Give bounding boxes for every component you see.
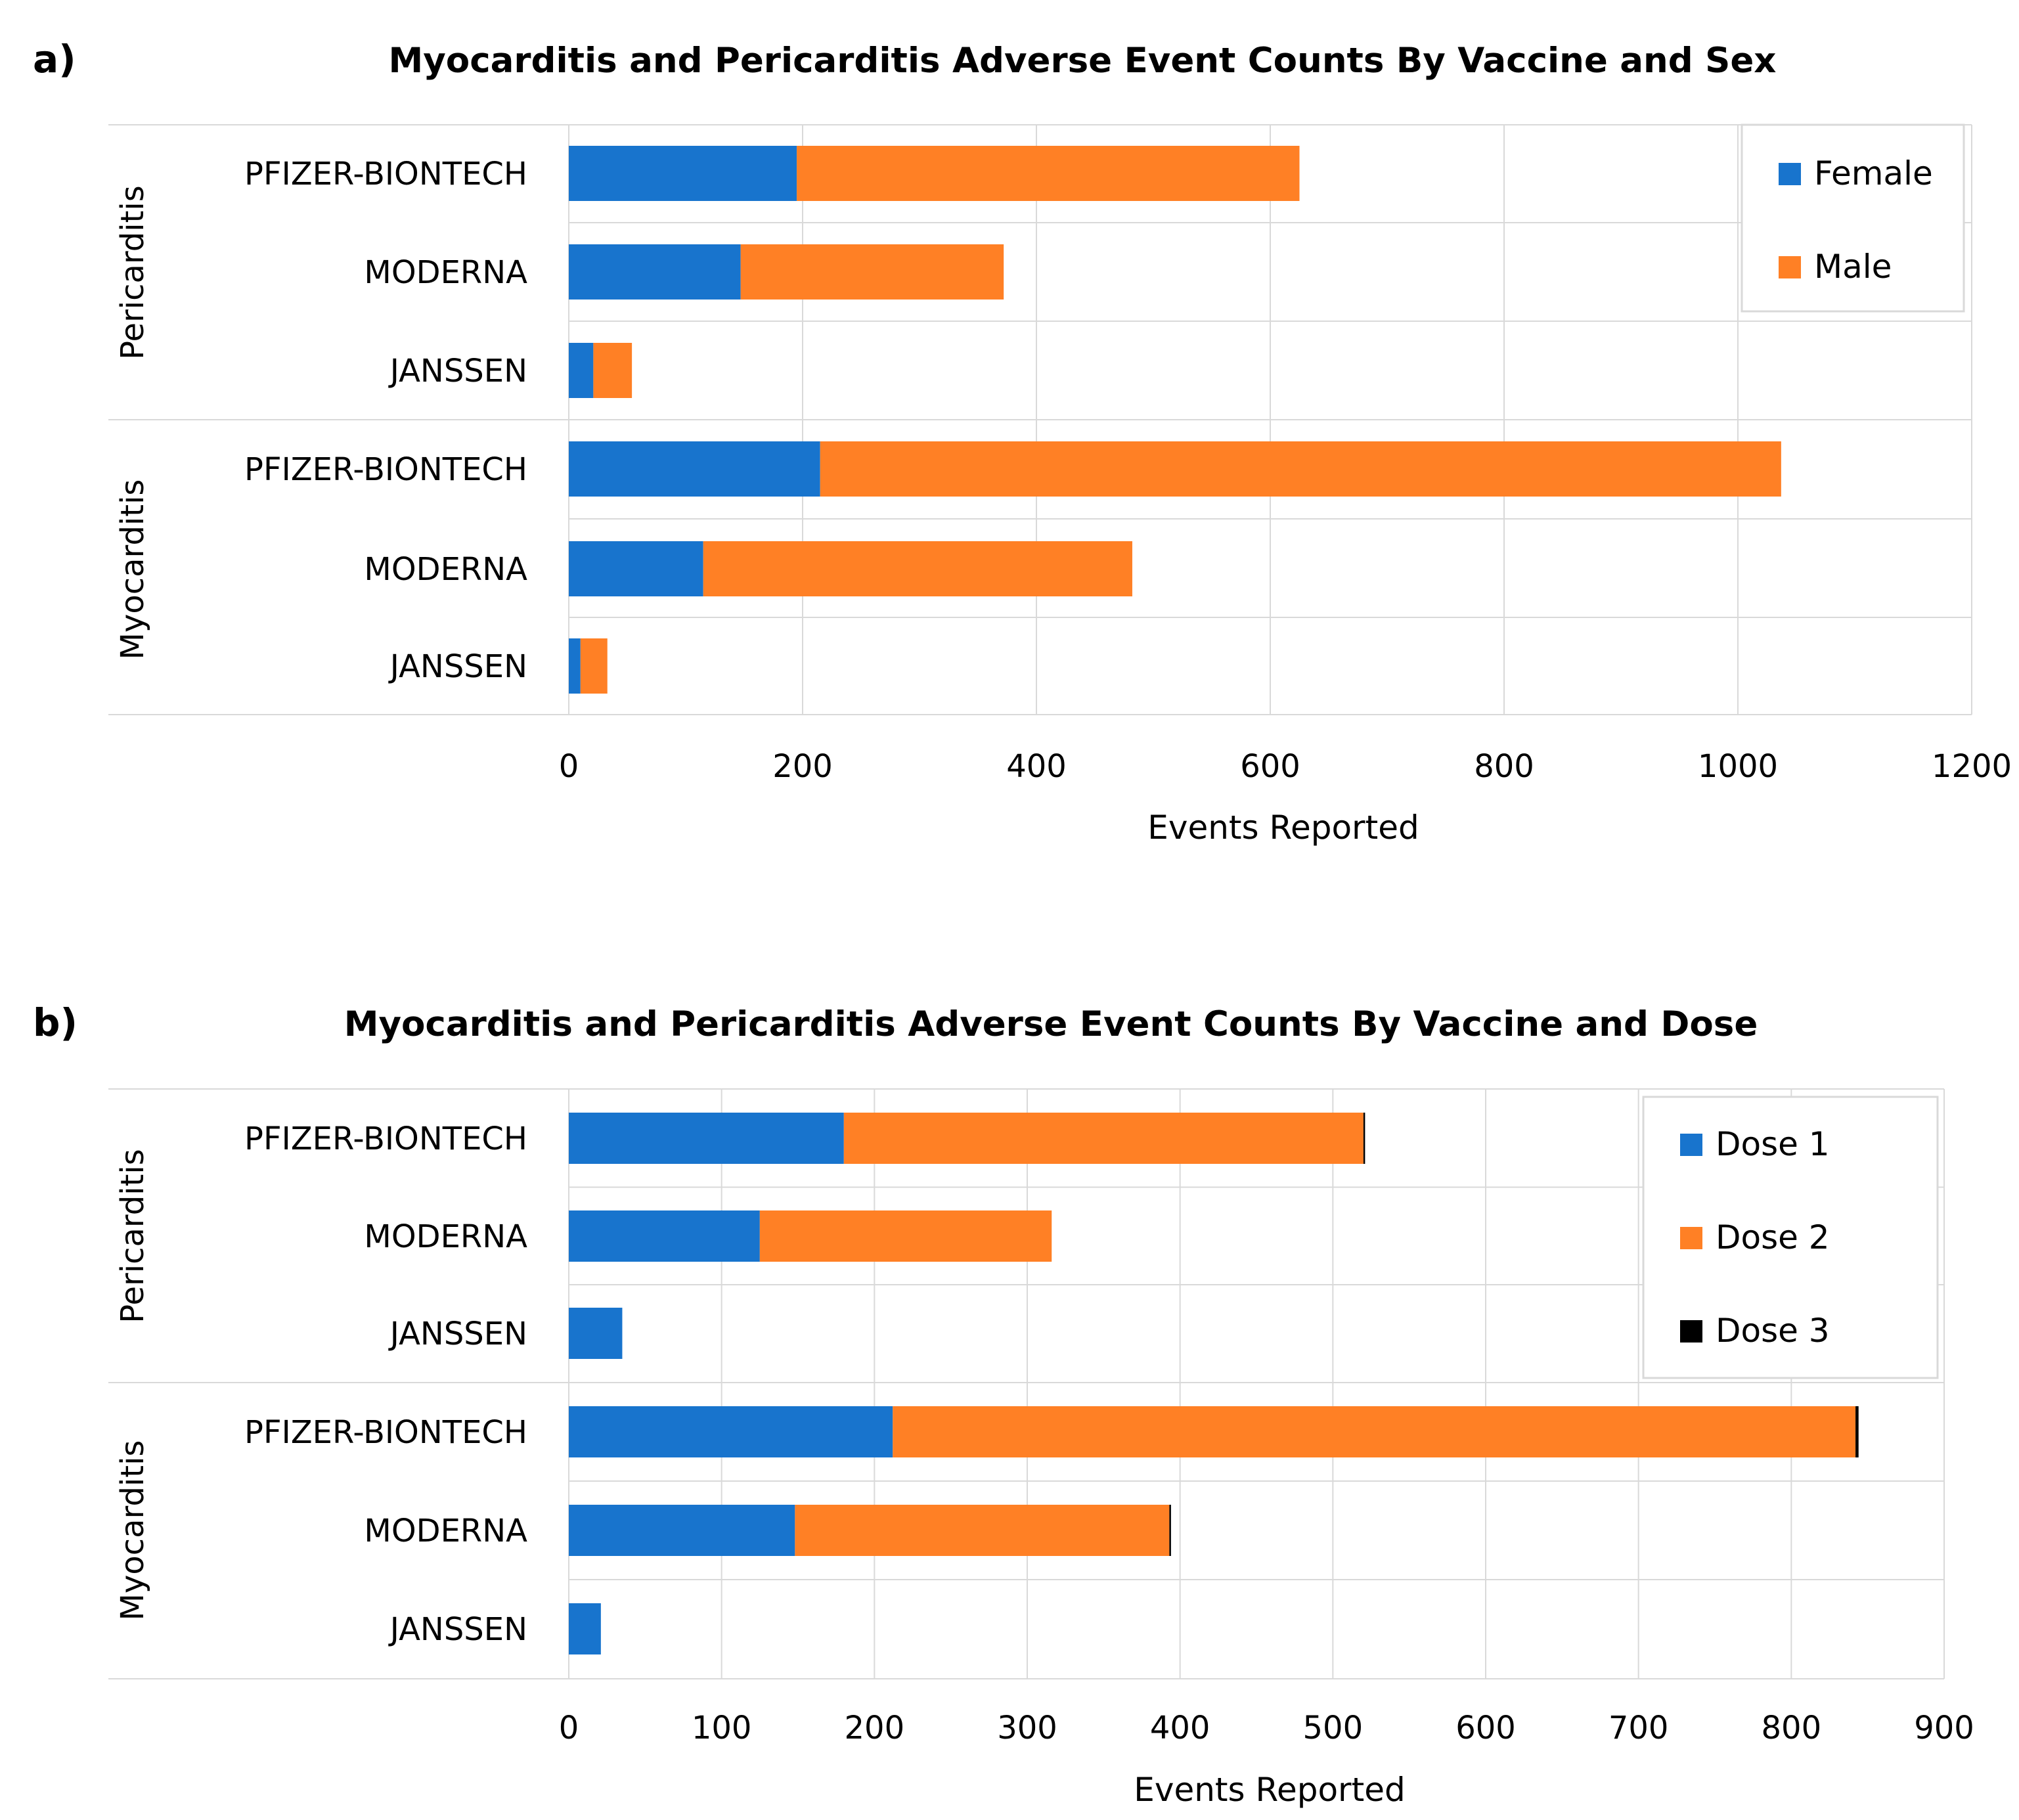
- category-label: MODERNA: [364, 551, 527, 588]
- x-tick-label: 800: [1474, 748, 1534, 785]
- bar-dose-3: [1169, 1505, 1171, 1556]
- legend-label: Male: [1814, 248, 1892, 286]
- legend-label: Dose 1: [1716, 1125, 1830, 1163]
- bar-dose-2: [759, 1210, 1052, 1262]
- bar-male: [593, 343, 632, 398]
- category-label: PFIZER-BIONTECH: [244, 156, 527, 192]
- x-tick-label: 700: [1609, 1710, 1669, 1746]
- chart-panel-b: b) Myocarditis and Pericarditis Adverse E…: [33, 1000, 1974, 1809]
- group-label: Myocarditis: [114, 1440, 151, 1621]
- group-label: Pericarditis: [114, 1149, 151, 1323]
- category-label: JANSSEN: [388, 1316, 527, 1352]
- panel-label: b): [33, 1000, 78, 1045]
- bar-dose-1: [569, 1505, 795, 1556]
- x-tick-label: 800: [1762, 1710, 1822, 1746]
- x-tick-label: 1200: [1932, 748, 2012, 785]
- bar-male: [580, 638, 608, 694]
- x-tick-label: 900: [1914, 1710, 1974, 1746]
- legend-swatch: [1680, 1134, 1702, 1156]
- x-tick-label: 200: [772, 748, 833, 785]
- bar-dose-1: [569, 1603, 601, 1654]
- bar-dose-1: [569, 1113, 844, 1164]
- legend-label: Female: [1814, 154, 1933, 192]
- category-label: MODERNA: [364, 1218, 527, 1255]
- bar-dose-2: [795, 1505, 1170, 1556]
- x-tick-label: 200: [845, 1710, 905, 1746]
- bar-dose-1: [569, 1210, 760, 1262]
- panel-label: a): [33, 37, 76, 81]
- legend-swatch: [1779, 256, 1801, 278]
- group-label: Pericarditis: [114, 185, 151, 360]
- x-tick-label: 100: [692, 1710, 752, 1746]
- bar-male: [703, 541, 1132, 596]
- chart-panel-a: a) Myocarditis and Pericarditis Adverse E…: [33, 37, 2012, 847]
- bar-female: [569, 541, 703, 596]
- category-label: MODERNA: [364, 1513, 527, 1549]
- bar-male: [740, 244, 1004, 300]
- bar-dose-3: [1363, 1113, 1365, 1164]
- bar-dose-3: [1855, 1406, 1859, 1457]
- legend-swatch: [1779, 163, 1801, 185]
- legend-swatch: [1680, 1227, 1702, 1249]
- bar-female: [569, 244, 741, 300]
- bar-female: [569, 343, 594, 398]
- category-label: PFIZER-BIONTECH: [244, 1414, 527, 1451]
- x-tick-label: 0: [559, 1710, 579, 1746]
- category-label: JANSSEN: [388, 353, 527, 389]
- category-label: PFIZER-BIONTECH: [244, 1121, 527, 1157]
- legend-label: Dose 2: [1716, 1218, 1830, 1256]
- bar-dose-1: [569, 1308, 623, 1359]
- x-tick-label: 0: [559, 748, 579, 785]
- bar-female: [569, 146, 797, 201]
- bar-male: [820, 441, 1781, 497]
- category-label: JANSSEN: [388, 648, 527, 685]
- bar-female: [569, 638, 581, 694]
- category-label: PFIZER-BIONTECH: [244, 451, 527, 488]
- legend-box: [1741, 123, 1965, 313]
- legend: Female Male: [1741, 123, 1965, 313]
- x-tick-label: 600: [1455, 1710, 1516, 1746]
- bar-female: [569, 441, 820, 497]
- chart-title: Myocarditis and Pericarditis Adverse Eve…: [389, 41, 1777, 81]
- x-tick-label: 500: [1303, 1710, 1364, 1746]
- category-label: MODERNA: [364, 254, 527, 291]
- bar-dose-2: [843, 1113, 1364, 1164]
- x-tick-label: 600: [1240, 748, 1300, 785]
- x-axis-title: Events Reported: [1147, 809, 1419, 847]
- bar-male: [797, 146, 1300, 201]
- legend: Dose 1 Dose 2 Dose 3: [1642, 1096, 1939, 1379]
- category-label: JANSSEN: [388, 1611, 527, 1648]
- bar-dose-1: [569, 1406, 893, 1457]
- x-tick-label: 300: [997, 1710, 1057, 1746]
- legend-label: Dose 3: [1716, 1312, 1830, 1350]
- x-tick-label: 400: [1006, 748, 1067, 785]
- bar-dose-2: [893, 1406, 1856, 1457]
- x-tick-label: 1000: [1698, 748, 1778, 785]
- x-axis-title: Events Reported: [1134, 1771, 1405, 1809]
- legend-swatch: [1680, 1320, 1702, 1343]
- group-label: Myocarditis: [114, 479, 151, 660]
- x-tick-label: 400: [1150, 1710, 1210, 1746]
- chart-title: Myocarditis and Pericarditis Adverse Eve…: [344, 1004, 1758, 1044]
